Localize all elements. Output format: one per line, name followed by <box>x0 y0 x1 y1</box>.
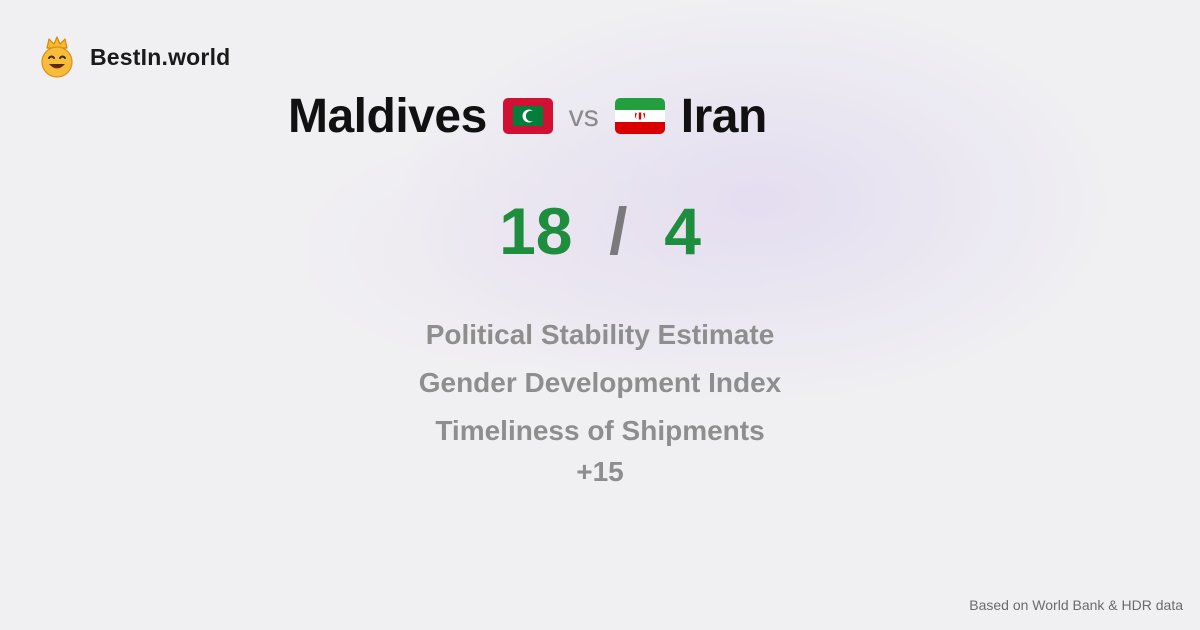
left-score: 18 <box>499 194 573 268</box>
vs-label: vs <box>568 100 599 133</box>
score-separator: / <box>609 194 628 268</box>
brand-logo[interactable]: BestIn.world <box>38 36 230 78</box>
score-display: 18 / 4 <box>0 193 1200 269</box>
comparison-title: Maldives vs Iran <box>288 88 767 144</box>
metric-item: Political Stability Estimate <box>425 319 775 350</box>
more-metrics-count: +15 <box>576 456 624 487</box>
data-source-note: Based on World Bank & HDR data <box>969 597 1183 613</box>
maldives-flag-icon <box>502 98 553 134</box>
right-country-name: Iran <box>680 89 768 143</box>
iran-flag-icon <box>614 98 665 134</box>
crowned-smiley-icon <box>41 36 73 78</box>
brand-name: BestIn.world <box>90 43 231 70</box>
metric-item: Gender Development Index <box>418 367 782 398</box>
metric-item: Timeliness of Shipments <box>435 415 765 446</box>
left-country-name: Maldives <box>288 89 487 143</box>
right-score: 4 <box>664 194 701 268</box>
metrics-list: Political Stability Estimate Gender Deve… <box>0 313 1200 457</box>
